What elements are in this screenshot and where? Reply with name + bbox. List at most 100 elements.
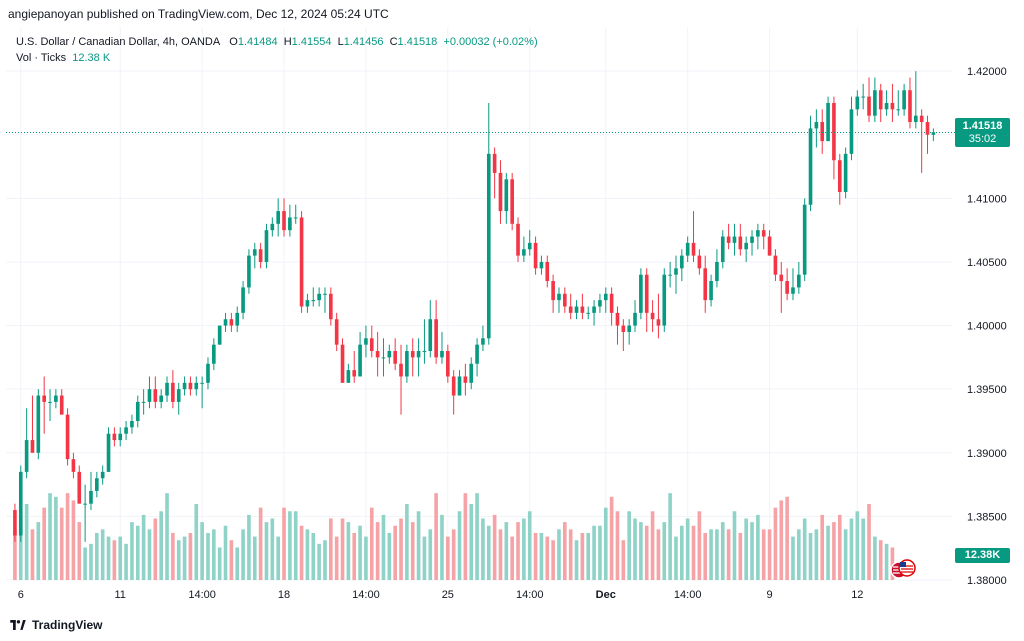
volume-bar [200,522,204,580]
volume-bar [334,536,339,580]
candle-body [785,281,789,294]
volume-bar [416,511,421,580]
candle-body [779,274,784,282]
volume-value: 12.38 K [72,52,111,64]
candle-layer [13,71,936,542]
volume-bar [422,536,427,580]
open-label: O [229,36,238,48]
candle-body [89,490,93,504]
volume-bar [188,532,193,580]
volume-bar [516,522,520,580]
candle-body [557,293,561,301]
volume-bar [878,540,883,580]
candle-body [171,382,175,402]
volume-bar [463,493,468,580]
candle-body [252,249,257,256]
time-tick-label: 12 [851,589,863,601]
open-value: 1.41484 [237,36,278,48]
candle-body [656,319,661,326]
candle-body [843,153,848,193]
volume-layer [13,493,895,580]
last-price-tag: 1.41518 35:02 [955,118,1010,148]
volume-bar [498,529,503,580]
candle-body [615,312,620,326]
volume-bar [428,529,433,580]
candle-body [299,217,304,307]
candle-body [54,395,58,402]
candle-body [311,300,316,302]
volume-bar [522,518,526,580]
volume-label[interactable]: Vol · Ticks [16,52,67,64]
chart-frame[interactable]: 1.420001.415001.410001.405001.400001.395… [6,27,1016,607]
volume-bar [668,493,672,580]
symbol-name[interactable]: U.S. Dollar / Canadian Dollar, 4h, OANDA [16,36,221,48]
candle-body [334,319,339,345]
candle-body [802,204,807,275]
candle-body [83,503,87,505]
low-label: L [337,36,344,48]
volume-bar [756,514,760,580]
candle-body [165,382,169,396]
volume-bar [270,518,275,580]
candle-body [919,115,924,123]
volume-bar [832,522,836,580]
volume-bar [457,511,462,580]
candle-body [282,211,286,231]
candle-body [288,217,292,231]
price-tick-label: 1.38500 [967,511,1007,523]
tradingview-logo-icon [10,620,26,630]
time-tick-label: 6 [18,589,24,601]
volume-bar [375,522,380,580]
volume-bar [317,543,321,580]
volume-bar [223,525,228,580]
volume-bar [381,514,386,580]
volume-bar [797,529,801,580]
volume-bar [59,507,64,580]
brand-name: TradingView [32,618,103,632]
volume-bar [791,536,795,580]
volume-tag-value: 12.38K [964,549,1001,561]
candlestick-chart[interactable]: 1.420001.415001.410001.405001.400001.395… [6,27,1016,607]
candle-body [30,440,35,453]
candle-body [141,401,146,403]
candle-body [469,363,474,383]
candle-body [293,217,298,219]
candle-body [568,306,573,313]
candle-body [434,319,438,358]
time-tick-label: 14:00 [352,589,380,601]
candle-body [633,312,637,326]
volume-bar [323,540,327,580]
candle-body [902,90,906,110]
volume-bar [340,518,345,580]
close-value: 1.41518 [397,36,438,48]
volume-bar [235,547,240,580]
candle-body [182,382,187,390]
candle-body [738,236,743,250]
volume-bar [393,525,397,580]
volume-bar [48,493,52,580]
candle-body [124,427,128,434]
footer: TradingView [0,611,1024,641]
volume-bar [329,518,333,580]
candle-body [761,230,766,237]
volume-bar [106,536,111,580]
volume-bar [744,518,748,580]
tradingview-brand[interactable]: TradingView [10,618,102,632]
volume-bar [486,525,491,580]
price-tick-label: 1.42000 [967,66,1007,78]
candle-body [212,344,216,364]
last-price-value: 1.41518 [962,120,1003,133]
volume-bar [837,514,842,580]
volume-bar [276,536,280,580]
candle-body [603,293,608,301]
candle-body [756,230,760,237]
candle-body [323,293,327,295]
volume-bar [656,529,661,580]
volume-bar [680,525,684,580]
candle-body [13,510,17,536]
candle-body [258,249,263,262]
candle-body [773,255,778,275]
candle-body [527,242,532,250]
price-tick-label: 1.40000 [967,321,1007,333]
volume-bar [732,511,737,580]
